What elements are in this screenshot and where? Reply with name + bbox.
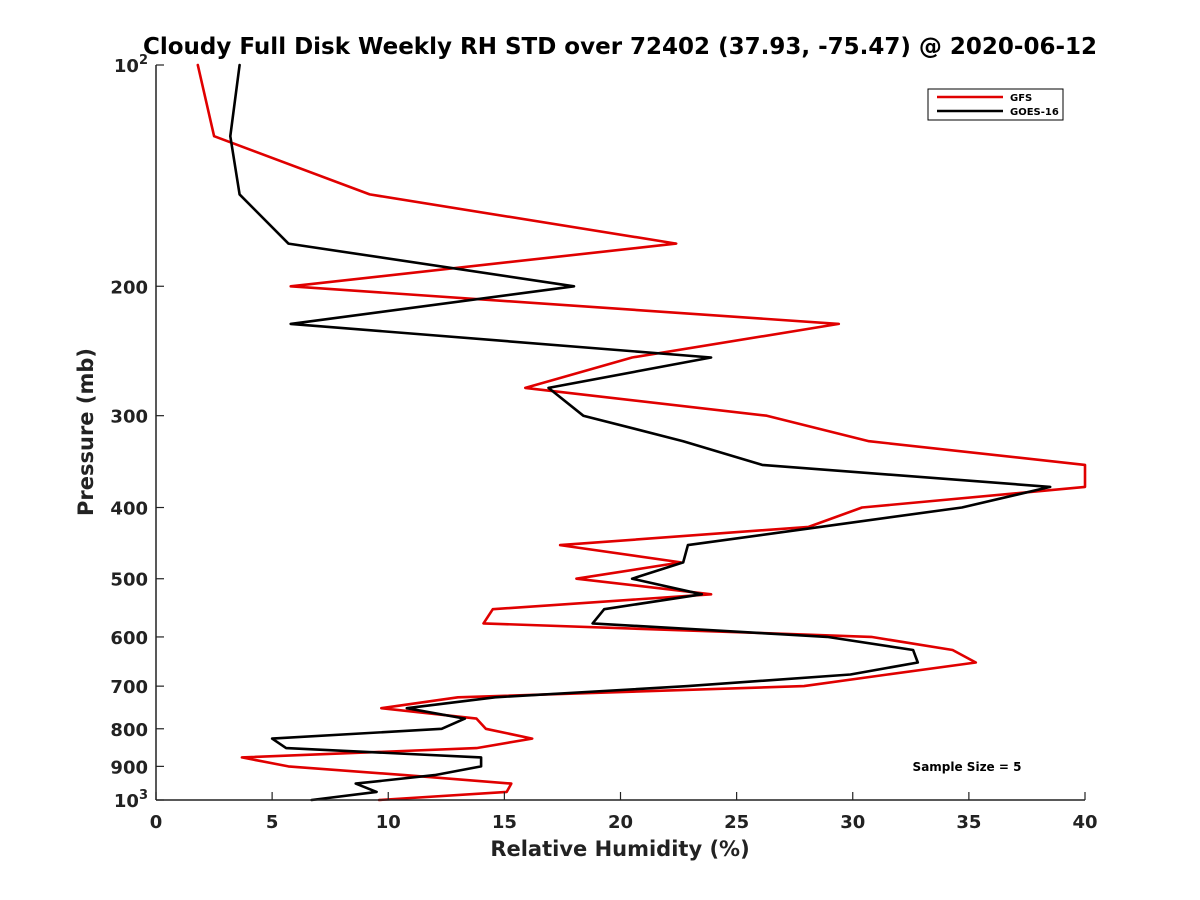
y-tick-label: 600: [110, 628, 148, 649]
y-tick-label: 500: [110, 570, 148, 591]
y-tick-label: 300: [110, 407, 148, 428]
x-tick-label: 40: [1072, 812, 1097, 833]
y-axis-label: Pressure (mb): [74, 348, 98, 516]
y-tick-label: 400: [110, 499, 148, 520]
y-axis-ticks: 102 200 300 400 500 600 700 800 900 103: [110, 53, 164, 812]
x-axis-ticks: 0 5 10 15 20 25 30 35 40: [150, 792, 1098, 833]
series-line-goes-16: [229, 63, 1052, 802]
x-tick-label: 0: [150, 812, 163, 833]
legend-box: [927, 88, 1064, 121]
x-tick-label: 30: [840, 812, 865, 833]
y-tick-label: 102: [114, 53, 148, 77]
y-tick-label: 700: [110, 677, 148, 698]
x-tick-label: 25: [724, 812, 749, 833]
legend: GFS GOES-16: [927, 88, 1064, 121]
y-tick-label: 200: [110, 277, 148, 298]
series-layer: [196, 63, 1087, 802]
x-tick-label: 20: [608, 812, 633, 833]
chart-title: Cloudy Full Disk Weekly RH STD over 7240…: [143, 34, 1097, 60]
legend-label-gfs: GFS: [1010, 93, 1032, 104]
sample-size-annotation: Sample Size = 5: [913, 760, 1022, 774]
x-tick-label: 10: [376, 812, 401, 833]
x-axis-label: Relative Humidity (%): [490, 837, 749, 861]
plot-area: [155, 63, 1087, 802]
y-tick-label: 800: [110, 720, 148, 741]
x-tick-label: 15: [492, 812, 517, 833]
y-tick-label: 103: [114, 788, 148, 812]
plot-background: [156, 65, 1085, 800]
x-tick-label: 5: [266, 812, 279, 833]
series-line-gfs: [196, 63, 1087, 802]
y-tick-label: 900: [110, 757, 148, 778]
x-tick-label: 35: [956, 812, 981, 833]
legend-label-goes16: GOES-16: [1010, 107, 1059, 118]
